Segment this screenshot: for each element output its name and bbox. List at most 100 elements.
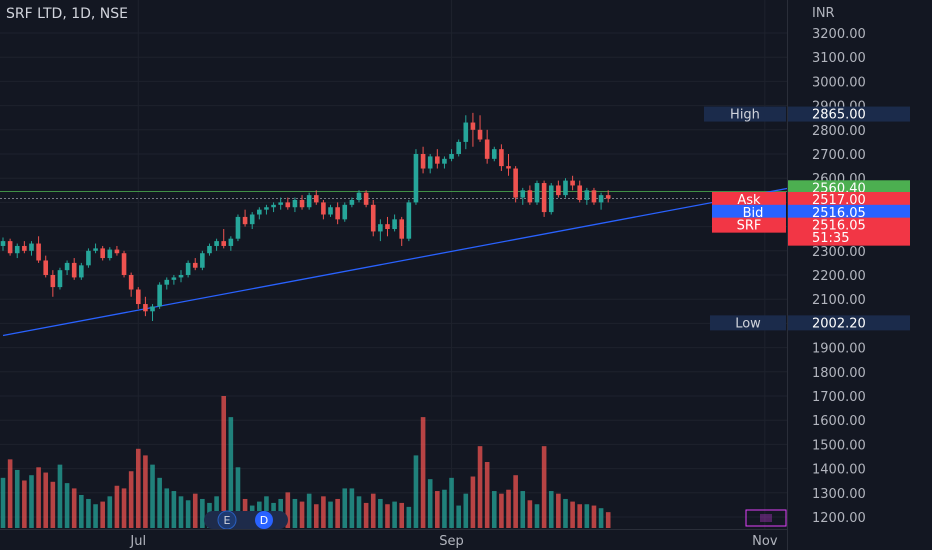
dividend-event-icon[interactable] bbox=[255, 511, 273, 529]
candle-body bbox=[363, 192, 369, 205]
volume-bar bbox=[164, 488, 170, 528]
trendline[interactable] bbox=[2, 179, 830, 337]
volume-bar bbox=[0, 477, 6, 528]
candle-body bbox=[107, 249, 113, 259]
candle-body bbox=[200, 253, 205, 268]
ask-label: Ask bbox=[737, 193, 761, 208]
currency-label: INR bbox=[812, 6, 835, 21]
volume-bar bbox=[135, 448, 141, 528]
candle-body bbox=[71, 262, 77, 278]
volume-bar bbox=[79, 495, 84, 528]
candle-body bbox=[477, 129, 483, 140]
volume-bar bbox=[192, 493, 198, 528]
price-axis[interactable]: 3200.003100.003000.002900.002800.002700.… bbox=[812, 27, 866, 526]
volume-bar bbox=[370, 493, 376, 528]
volume-bar bbox=[591, 505, 597, 528]
candle-body bbox=[257, 209, 262, 215]
volume-bar bbox=[321, 496, 326, 528]
volume-bar bbox=[363, 502, 369, 528]
volume-bar bbox=[285, 492, 291, 528]
volume-bar bbox=[328, 501, 333, 528]
volume-bar bbox=[392, 501, 397, 528]
volume-bar bbox=[456, 505, 461, 528]
volume-bar bbox=[335, 498, 340, 528]
candle-body bbox=[128, 275, 134, 290]
volume-bar bbox=[435, 491, 440, 528]
candle-body bbox=[192, 262, 198, 268]
candle-body bbox=[534, 183, 540, 203]
candle-body bbox=[249, 214, 255, 225]
candle-body bbox=[449, 154, 454, 159]
indicators-toggle[interactable] bbox=[745, 509, 787, 527]
symbol-label: SRF bbox=[737, 219, 762, 234]
time-axis[interactable]: Jul Sep Nov bbox=[129, 534, 777, 549]
candle-body bbox=[292, 199, 298, 208]
price-tick-label: 2800.00 bbox=[812, 124, 866, 139]
volume-bar bbox=[570, 501, 575, 528]
volume-bar bbox=[64, 483, 70, 528]
high-value: 2865.00 bbox=[812, 108, 866, 123]
candle-body bbox=[64, 262, 70, 271]
candle-body bbox=[50, 275, 56, 288]
volume-bar bbox=[114, 485, 120, 528]
volume-bar bbox=[399, 502, 405, 528]
volume-bar bbox=[463, 493, 469, 528]
volume-bar bbox=[221, 396, 227, 528]
price-tick-label: 1800.00 bbox=[812, 366, 866, 381]
volume-bar bbox=[29, 475, 34, 528]
candle-body bbox=[79, 265, 84, 278]
candle-body bbox=[491, 149, 497, 159]
candle-body bbox=[278, 202, 283, 205]
volume-bar bbox=[385, 504, 390, 528]
volume-bar bbox=[235, 467, 241, 528]
price-tick-label: 2200.00 bbox=[812, 269, 866, 284]
volume-bar bbox=[513, 475, 518, 528]
volume-bar bbox=[128, 471, 134, 528]
volume-bar bbox=[563, 498, 568, 528]
volume-bar bbox=[427, 479, 433, 528]
candle-body bbox=[214, 241, 219, 246]
volume-bar bbox=[228, 417, 234, 528]
volume-bar bbox=[57, 464, 63, 528]
volume-bar bbox=[178, 496, 184, 528]
volume-bar bbox=[449, 477, 454, 528]
volume-bar bbox=[413, 455, 419, 528]
candle-body bbox=[313, 195, 319, 203]
volume-bar bbox=[36, 467, 41, 528]
candle-body bbox=[36, 243, 41, 261]
volume-bar bbox=[477, 446, 483, 528]
indicators-toggle-button[interactable] bbox=[745, 509, 787, 527]
volume-bar bbox=[143, 455, 148, 528]
candle-body bbox=[100, 248, 105, 259]
volume-bar bbox=[86, 498, 91, 528]
volume-bar bbox=[548, 491, 554, 528]
volume-bar bbox=[506, 489, 511, 528]
price-tick-label: 2700.00 bbox=[812, 148, 866, 163]
candle-body bbox=[406, 202, 412, 239]
price-tick-label: 1600.00 bbox=[812, 414, 866, 429]
time-tick-label: Jul bbox=[129, 534, 146, 549]
candle-body bbox=[271, 204, 276, 208]
candle-body bbox=[591, 190, 597, 203]
candle-body bbox=[29, 243, 34, 251]
indicator-badges[interactable]: E D bbox=[204, 510, 288, 530]
candle-body bbox=[605, 195, 611, 199]
volume-bar bbox=[406, 506, 412, 528]
volume-bar bbox=[484, 462, 490, 528]
volume-bar bbox=[541, 446, 547, 528]
price-tick-label: 1400.00 bbox=[812, 463, 866, 478]
time-tick-label: Sep bbox=[439, 534, 464, 549]
candle-body bbox=[556, 185, 561, 196]
volume-bar bbox=[527, 500, 533, 528]
chart-title: SRF LTD, 1D, NSE bbox=[6, 6, 128, 22]
candle-body bbox=[499, 149, 504, 167]
candle-body bbox=[135, 289, 141, 305]
volume-bar bbox=[7, 459, 13, 528]
candle-body bbox=[527, 190, 533, 203]
volume-bar bbox=[534, 504, 540, 528]
candle-body bbox=[342, 204, 348, 220]
candle-body bbox=[577, 185, 583, 200]
candle-body bbox=[598, 195, 604, 203]
volume-bar bbox=[100, 501, 105, 528]
